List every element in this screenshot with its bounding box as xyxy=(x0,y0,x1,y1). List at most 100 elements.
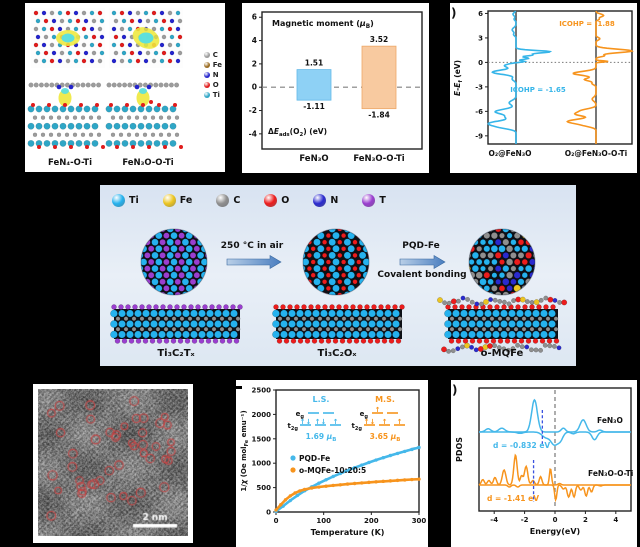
step2-label-top: PQD-Fe xyxy=(402,241,440,251)
item-label-ti3c2ox: Ti₃C₂Oₓ xyxy=(317,348,357,359)
svg-text:3: 3 xyxy=(478,34,483,42)
clipped-panel-label-fragment xyxy=(236,386,242,389)
schematic-legend-item: Ti xyxy=(112,193,139,207)
o-atom-icon xyxy=(203,82,210,88)
svg-text:1.69 μB: 1.69 μB xyxy=(306,432,337,443)
svg-text:0: 0 xyxy=(266,509,271,517)
svg-text:-3: -3 xyxy=(475,83,483,91)
svg-text:200: 200 xyxy=(364,517,379,525)
svg-text:-4: -4 xyxy=(249,129,257,138)
magnetic-moment-bar-chart: 6 4 2 0 -2 -4 1.51 -1.11 FeN₃O 3.52 -1.84 FeN₃O-O-T… xyxy=(249,11,423,164)
n-atom-icon xyxy=(313,193,327,207)
n-atom-icon xyxy=(203,72,210,78)
ti-atom-icon xyxy=(203,92,210,98)
synthesis-schematic-graphic xyxy=(110,228,568,354)
svg-text:-2: -2 xyxy=(249,106,257,115)
atom-legend-item: Ti xyxy=(203,91,222,99)
panel-synthesis-schematic: Ti Fe C O N T 250 °C in air PQD-Fe Covalent b… xyxy=(100,185,576,366)
svg-text:↑: ↑ xyxy=(382,418,388,426)
svg-text:-4: -4 xyxy=(490,516,498,524)
structure-label-fen3o: FeN₃O-O-Ti xyxy=(122,158,174,168)
susceptibility-chart: 0 500 1000 1500 2000 2500 0 100 200 300 Temperatur… xyxy=(240,387,427,538)
atom-legend: C Fe N O Ti xyxy=(203,51,222,99)
svg-text:M.S.: M.S. xyxy=(375,395,395,404)
c-atom-icon xyxy=(216,193,230,207)
ti-atom-icon xyxy=(112,193,125,207)
svg-text:t2g: t2g xyxy=(288,422,299,432)
svg-text:eg: eg xyxy=(360,410,369,420)
svg-text:Energy(eV): Energy(eV) xyxy=(530,527,580,536)
cohp-line-chart: 6 3 0 -3 -6 -9 E-Ef (eV) O₂@FeN₃O O₂@FeN₃O-O-Ti I… xyxy=(453,10,634,158)
svg-text:3.65 μB: 3.65 μB xyxy=(370,432,401,443)
svg-text:500: 500 xyxy=(256,484,271,492)
svg-text:↑↓: ↑↓ xyxy=(300,418,312,426)
panel-dft-structures: FeN₄-O-Ti FeN₃O-O-Ti C Fe N O Ti xyxy=(25,3,225,172)
svg-text:4: 4 xyxy=(613,516,618,524)
svg-text:6: 6 xyxy=(252,13,257,22)
svg-text:-2: -2 xyxy=(521,516,529,524)
svg-text:1000: 1000 xyxy=(252,460,272,468)
svg-text:PQD-Fe: PQD-Fe xyxy=(299,454,330,463)
pdos-line-chart: -4 -2 0 2 4 Energy(eV) PDOS FeN₃O FeN₃O-O-Ti d = … xyxy=(455,387,633,536)
panel-susceptibility-chart: 0 500 1000 1500 2000 2500 0 100 200 300 Temperatur… xyxy=(236,380,428,547)
svg-text:2: 2 xyxy=(583,516,588,524)
svg-text:-1.84: -1.84 xyxy=(368,111,390,120)
svg-text:E-Ef (eV): E-Ef (eV) xyxy=(453,60,464,96)
atom-legend-item: Fe xyxy=(203,61,222,69)
svg-text:↑: ↑ xyxy=(397,418,403,426)
svg-text:-1.11: -1.11 xyxy=(303,102,325,111)
item-label-ti3c2tx: Ti₃C₂Tₓ xyxy=(157,348,195,359)
svg-text:2: 2 xyxy=(252,59,257,68)
svg-text:FeN₃O-O-Ti: FeN₃O-O-Ti xyxy=(588,469,633,478)
schematic-legend-item: T xyxy=(362,193,386,207)
svg-text:O₂@FeN₃O-O-Ti: O₂@FeN₃O-O-Ti xyxy=(565,149,627,158)
svg-text:0: 0 xyxy=(274,517,279,525)
svg-text:1/χ (Oe molFe emu⁻¹): 1/χ (Oe molFe emu⁻¹) xyxy=(240,410,250,491)
item-label-omqfe: o-MQFe xyxy=(480,348,524,359)
schematic-legend-item: Fe xyxy=(162,193,192,207)
panel-cohp-chart: ) 6 3 0 -3 -6 -9 E-Ef (eV) O₂@FeN₃O O₂@FeN₃O-O-T… xyxy=(450,3,637,173)
o-atom-icon xyxy=(264,193,278,207)
panel-magnetic-moment-chart: 6 4 2 0 -2 -4 1.51 -1.11 FeN₃O 3.52 -1.84 FeN₃O-O-T… xyxy=(242,3,429,173)
svg-text:0: 0 xyxy=(553,516,558,524)
svg-text:300: 300 xyxy=(412,517,427,525)
svg-text:↑: ↑ xyxy=(375,406,381,414)
clipped-panel-label: ) xyxy=(452,383,458,397)
svg-text:PDOS: PDOS xyxy=(455,437,464,462)
panel-pdos-chart: ) -4 -2 0 2 4 Energy(eV) PDOS FeN₃O FeN₃O-O-Ti d … xyxy=(451,380,637,547)
svg-text:1.51: 1.51 xyxy=(305,59,324,68)
schematic-legend-item: C xyxy=(216,193,240,207)
svg-text:0: 0 xyxy=(478,59,483,67)
schematic-legend-item: O xyxy=(264,193,289,207)
svg-text:-9: -9 xyxy=(475,132,483,140)
svg-text:FeN₃O: FeN₃O xyxy=(299,154,328,164)
svg-text:2500: 2500 xyxy=(252,387,272,395)
atom-legend-item: O xyxy=(203,81,222,89)
svg-text:1500: 1500 xyxy=(252,435,272,443)
svg-text:6: 6 xyxy=(478,10,483,18)
svg-text:FeN₃O: FeN₃O xyxy=(597,416,623,425)
svg-text:d = -0.832 eV: d = -0.832 eV xyxy=(493,441,550,450)
svg-text:O₂@FeN₃O: O₂@FeN₃O xyxy=(488,149,531,158)
structure-label-fen4: FeN₄-O-Ti xyxy=(48,158,92,168)
t-atom-icon xyxy=(362,193,376,207)
c-atom-icon xyxy=(203,52,210,58)
dft-structure-graphic xyxy=(27,8,183,149)
svg-text:↑↓: ↑↓ xyxy=(364,418,376,426)
tem-micrograph xyxy=(38,389,188,536)
svg-text:Temperature (K): Temperature (K) xyxy=(311,528,385,537)
atom-legend-item: C xyxy=(203,51,222,59)
step2-label-bottom: Covalent bonding xyxy=(377,270,467,280)
svg-text:↑: ↑ xyxy=(333,418,339,426)
svg-text:Magnetic moment (μB): Magnetic moment (μB) xyxy=(272,19,374,30)
svg-text:↑↓: ↑↓ xyxy=(315,418,327,426)
svg-text:ICOHP = -1.65: ICOHP = -1.65 xyxy=(510,86,566,94)
svg-text:d = -1.41 eV: d = -1.41 eV xyxy=(487,494,539,503)
svg-text:ICOHP = -1.88: ICOHP = -1.88 xyxy=(559,20,615,28)
clipped-panel-label: ) xyxy=(451,6,457,20)
fe-atom-icon xyxy=(203,62,210,68)
step1-label: 250 °C in air xyxy=(220,241,284,251)
svg-text:ΔEads(O2) (eV): ΔEads(O2) (eV) xyxy=(268,127,327,138)
svg-text:3.52: 3.52 xyxy=(370,35,389,44)
